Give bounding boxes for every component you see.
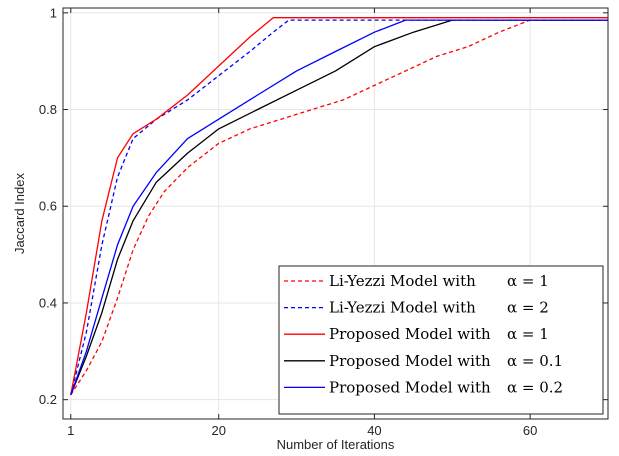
y-tick-label: 0.2 xyxy=(39,392,57,407)
series-line-3 xyxy=(70,17,608,395)
legend-entry-alpha: α = 0.1 xyxy=(507,352,563,370)
series-line-2 xyxy=(70,19,608,395)
y-axis-title: Jaccard Index xyxy=(12,173,27,254)
series-line-5 xyxy=(70,19,608,396)
plot-frame xyxy=(62,7,609,420)
x-axis-title: Number of Iterations xyxy=(277,437,395,452)
y-tick-label: 0.6 xyxy=(39,199,57,214)
legend-entry-alpha: α = 2 xyxy=(507,299,549,317)
legend: Li-Yezzi Model with α = 1 Li-Yezzi Model w… xyxy=(278,265,604,415)
x-tick-label: 20 xyxy=(211,423,225,438)
legend-entry-label: Proposed Model with xyxy=(329,352,491,370)
legend-entry-label: Proposed Model with xyxy=(329,378,491,396)
legend-entry-label: Proposed Model with xyxy=(329,325,491,343)
series-lines xyxy=(70,17,608,396)
legend-entry-alpha: α = 0.2 xyxy=(507,378,563,396)
legend-box xyxy=(278,265,604,415)
x-tick-label: 40 xyxy=(367,423,381,438)
series-line-1 xyxy=(70,19,608,396)
y-tick-label: 0.4 xyxy=(39,295,57,310)
legend-entry-alpha: α = 1 xyxy=(507,272,549,290)
y-tick-label: 1 xyxy=(50,5,57,20)
series-line-4 xyxy=(70,19,608,396)
x-tick-label: 60 xyxy=(523,423,537,438)
y-tick-label: 0.8 xyxy=(39,102,57,117)
legend-entry-label: Li-Yezzi Model with xyxy=(329,299,476,317)
axis-ticks: 1 20 40 60 0.2 0.4 0.6 0.8 1 xyxy=(39,5,608,438)
legend-entry-alpha: α = 1 xyxy=(507,325,549,343)
x-tick-label: 1 xyxy=(67,423,74,438)
legend-entry-label: Li-Yezzi Model with xyxy=(329,272,476,290)
